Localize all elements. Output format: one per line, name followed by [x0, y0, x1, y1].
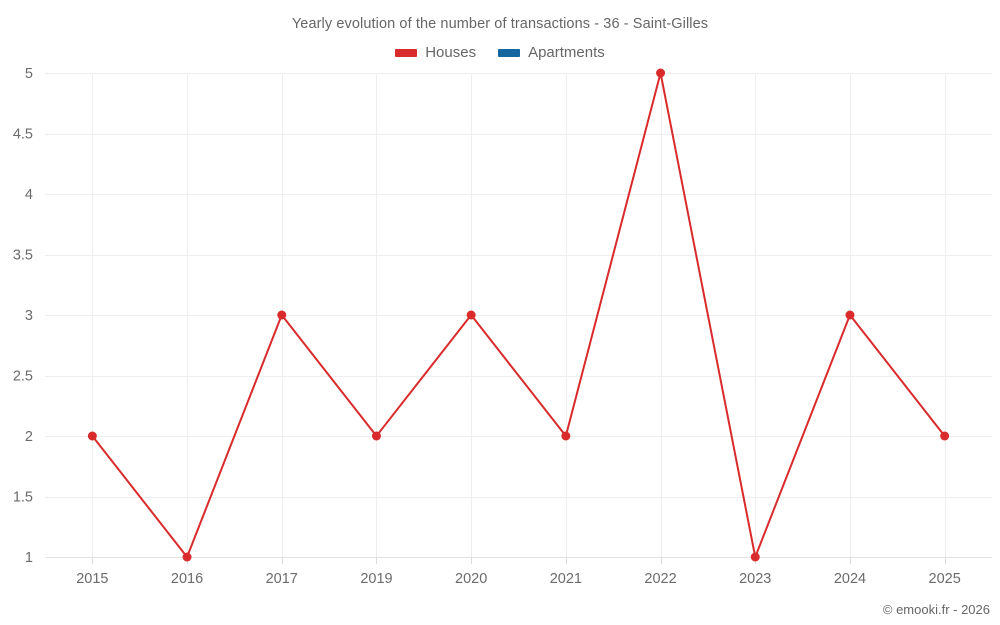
legend-label-houses: Houses: [425, 44, 477, 61]
legend-label-apartments: Apartments: [528, 44, 605, 61]
y-tick-label: 4: [25, 187, 33, 203]
y-tick-label: 5: [25, 66, 33, 82]
x-tick-label: 2019: [360, 571, 392, 587]
data-point-houses: [371, 431, 381, 441]
x-tick-label: 2022: [644, 571, 676, 587]
data-point-houses: [182, 552, 192, 562]
y-tick-label: 3.5: [13, 247, 33, 263]
footer-credit: © emooki.fr - 2026: [882, 602, 990, 617]
x-tick-label: 2016: [171, 571, 203, 587]
x-tick-label: 2021: [550, 571, 582, 587]
y-tick-label: 4.5: [13, 126, 33, 142]
data-point-houses: [466, 310, 476, 320]
chart-legend: Houses Apartments: [0, 44, 1000, 61]
y-tick-label: 3: [25, 308, 33, 324]
x-tick-label: 2023: [739, 571, 771, 587]
y-tick-label: 1.5: [13, 489, 33, 505]
y-tick-label: 1: [25, 550, 33, 566]
data-point-houses: [940, 431, 950, 441]
data-point-houses: [87, 431, 97, 441]
data-point-houses: [750, 552, 760, 562]
chart-title: Yearly evolution of the number of transa…: [291, 16, 709, 32]
legend-swatch-apartments: [498, 48, 521, 57]
x-tick-label: 2020: [455, 571, 487, 587]
data-point-houses: [656, 68, 666, 78]
data-point-houses: [845, 310, 855, 320]
x-tick-label: 2025: [929, 571, 961, 587]
data-point-houses: [277, 310, 287, 320]
legend-swatch-houses: [395, 48, 418, 57]
x-tick-label: 2017: [266, 571, 298, 587]
x-tick-label: 2024: [834, 571, 866, 587]
legend-item-apartments[interactable]: Apartments: [498, 44, 605, 61]
y-tick-label: 2.5: [13, 368, 33, 384]
y-tick-label: 2: [25, 429, 33, 445]
data-point-houses: [561, 431, 571, 441]
series-line-houses: [91, 72, 946, 558]
legend-item-houses[interactable]: Houses: [395, 44, 476, 61]
x-tick-label: 2015: [76, 571, 108, 587]
